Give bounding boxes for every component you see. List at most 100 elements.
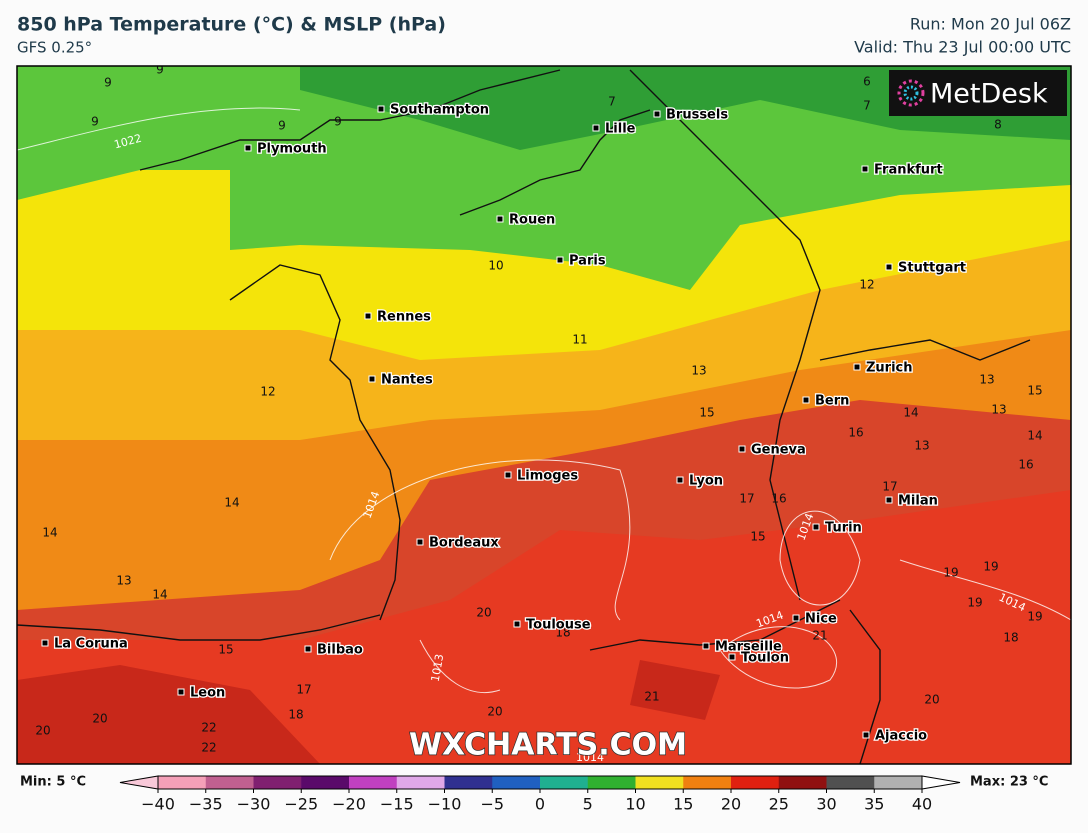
logo-icon xyxy=(897,79,925,107)
temperature-label: 15 xyxy=(750,530,765,544)
city-label: Bern xyxy=(815,394,849,409)
map-frame xyxy=(16,65,1072,765)
city-label: Nantes xyxy=(381,373,433,388)
title: 850 hPa Temperature (°C) & MSLP (hPa) xyxy=(17,14,446,36)
colorbar-segment xyxy=(635,776,684,789)
colorbar-tick-label: 25 xyxy=(769,795,789,814)
colorbar-tick-label: −20 xyxy=(332,795,366,814)
temperature-label: 16 xyxy=(771,492,786,506)
colorbar-tick-label: −35 xyxy=(189,795,223,814)
temperature-label: 15 xyxy=(1027,384,1042,398)
temperature-label: 6 xyxy=(863,75,871,89)
pressure-label: 1013 xyxy=(429,653,447,683)
city-label: Toulon xyxy=(741,651,789,666)
temperature-label: 13 xyxy=(979,373,994,387)
city-label: Milan xyxy=(898,494,938,509)
temperature-label: 14 xyxy=(42,526,57,540)
temperature-label: 21 xyxy=(644,690,659,704)
colorbar-tick-label: 0 xyxy=(535,795,545,814)
temperature-label: 20 xyxy=(92,712,107,726)
colorbar-segment xyxy=(874,776,923,789)
colorbar-tick-label: −15 xyxy=(380,795,414,814)
city-marker xyxy=(41,639,49,647)
colorbar-tick-label: 10 xyxy=(625,795,645,814)
colorbar-tick-label: −30 xyxy=(237,795,271,814)
temperature-label: 20 xyxy=(487,705,502,719)
pressure-label: 1014 xyxy=(576,751,604,764)
city-marker xyxy=(304,645,312,653)
temperature-label: 21 xyxy=(812,629,827,643)
temperature-label: 19 xyxy=(983,560,998,574)
legend-max: Max: 23 °C xyxy=(970,775,1048,790)
colorbar-segment xyxy=(826,776,875,789)
city-marker xyxy=(513,620,521,628)
temperature-label: 19 xyxy=(1027,610,1042,624)
colorbar-tick-label: −10 xyxy=(428,795,462,814)
colorbar-segment xyxy=(492,776,541,789)
model: GFS 0.25° xyxy=(17,39,92,57)
city-marker xyxy=(416,538,424,546)
temperature-label: 8 xyxy=(994,118,1002,132)
city-marker xyxy=(738,445,746,453)
city-label: Ajaccio xyxy=(875,729,927,744)
temperature-label: 13 xyxy=(991,403,1006,417)
colorbar-segment xyxy=(731,776,780,789)
temperature-label: 12 xyxy=(859,278,874,292)
temperature-label: 14 xyxy=(152,588,167,602)
temperature-label: 22 xyxy=(201,741,216,755)
city-marker xyxy=(653,110,661,118)
region-orange-red xyxy=(17,400,1071,640)
colorbar-tick-label: −25 xyxy=(284,795,318,814)
city-marker xyxy=(504,471,512,479)
temperature-label: 7 xyxy=(608,95,616,109)
colorbar-segment xyxy=(778,776,827,789)
temperature-label: 14 xyxy=(903,406,918,420)
colorbar-segment xyxy=(158,776,207,789)
city-marker xyxy=(368,375,376,383)
colorbar-segment xyxy=(349,776,398,789)
temperature-label: 16 xyxy=(848,426,863,440)
city-label: Lyon xyxy=(689,474,723,489)
city-marker xyxy=(792,614,800,622)
city-label: Marseille xyxy=(715,640,782,655)
city-marker xyxy=(556,256,564,264)
temperature-label: 22 xyxy=(201,721,216,735)
city-marker xyxy=(177,688,185,696)
temperature-label: 10 xyxy=(488,259,503,273)
city-marker xyxy=(496,215,504,223)
city-label: Limoges xyxy=(517,469,578,484)
temperature-label: 12 xyxy=(260,385,275,399)
colorbar-tick-label: 40 xyxy=(912,795,932,814)
temperature-label: 9 xyxy=(104,76,112,90)
colorbar-tick-label: 30 xyxy=(816,795,836,814)
isobars xyxy=(17,107,1071,694)
city-label: Stuttgart xyxy=(898,261,966,276)
city-marker xyxy=(377,105,385,113)
city-label: Paris xyxy=(569,254,606,269)
temperature-label: 9 xyxy=(278,119,286,133)
legend-min: Min: 5 °C xyxy=(20,775,86,790)
temperature-label: 17 xyxy=(296,683,311,697)
colorbar-tick-label: 20 xyxy=(721,795,741,814)
city-label: Toulouse xyxy=(526,618,591,633)
temperature-label: 19 xyxy=(967,596,982,610)
city-label: Turin xyxy=(825,521,862,536)
city-label: Leon xyxy=(190,686,225,701)
colorbar-segment xyxy=(301,776,350,789)
map: 9 9 9 9 9 7 6 7 8 10 11 12 12 13 13 15 13 15 14 14 16 13 16 17 1… xyxy=(16,63,1072,765)
city-marker xyxy=(812,523,820,531)
colorbar-segment xyxy=(444,776,493,789)
temperature-label: 13 xyxy=(116,574,131,588)
city-marker xyxy=(853,363,861,371)
temperature-label: 11 xyxy=(572,333,587,347)
temperature-label: 14 xyxy=(1027,429,1042,443)
logo-text: MetDesk xyxy=(930,79,1048,110)
city-label: Lille xyxy=(605,122,636,137)
city-label: Zurich xyxy=(866,361,913,376)
temperature-label: 16 xyxy=(1018,458,1033,472)
temperature-label: 7 xyxy=(863,99,871,113)
temperature-label: 9 xyxy=(156,63,164,77)
city-marker xyxy=(702,642,710,650)
colorbar-tick-label: 5 xyxy=(583,795,593,814)
